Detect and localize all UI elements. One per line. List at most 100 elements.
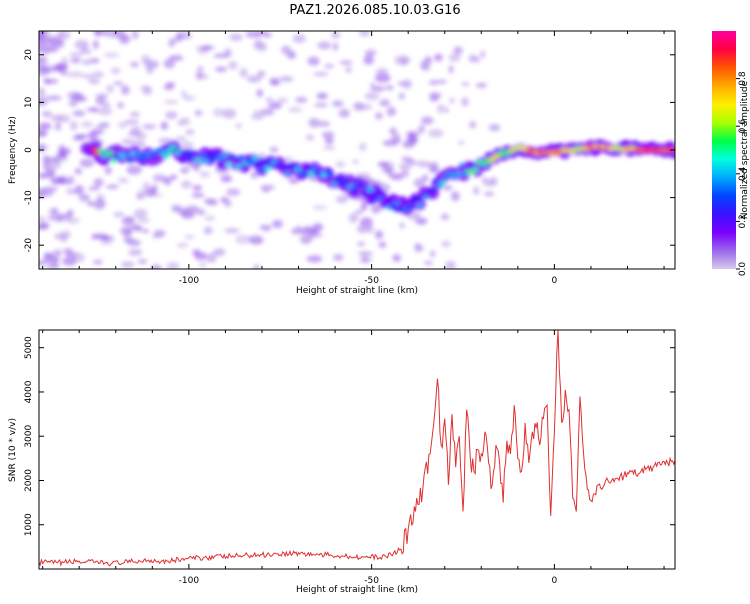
figure-title: PAZ1.2026.085.10.03.G16 [289,3,460,18]
spectrogram-cell [205,252,217,263]
spectrogram-cell [244,157,252,162]
spectrogram-cell [284,170,292,176]
spectrogram-cell [254,161,262,167]
snr-y-tick-label: 4000 [24,380,34,403]
spectrogram-cell [245,31,262,38]
spectrogram-cell [261,158,269,163]
spectrogram-cell [39,191,48,199]
spectrogram-cell [300,173,308,178]
spectrogram-cell [297,169,305,175]
spectrogram-cell [67,175,75,183]
spectrogram-cell [175,136,187,142]
spectrogram-cell [406,135,418,144]
spectrogram-cell [203,198,217,204]
spectrogram-cell [265,97,274,103]
spectrogram-cell [39,66,50,76]
spectrogram-cell [39,260,45,265]
spectrogram-x-tick-label: -100 [179,276,200,286]
spectrogram-cell [185,155,193,160]
spectrogram-cell [123,151,131,157]
spectrogram-cell [440,213,450,221]
spectrogram-cell [288,106,303,113]
spectrogram-y-tick-label: 0 [24,147,34,153]
spectrogram-cell [149,153,157,159]
spectrogram-cell [39,44,44,53]
spectrogram-cell [170,174,178,181]
spectrogram-cell [356,182,364,188]
spectrogram-cell [276,97,289,104]
spectrogram-cell [185,129,195,136]
snr-y-axis: 1000 2000 3000 4000 5000 [24,336,675,536]
spectrogram-cell [274,161,282,167]
spectrogram-cell [418,160,431,168]
spectrogram-cell [166,261,180,269]
spectrogram-cell [195,45,203,51]
spectrogram-cell [39,40,47,46]
spectrogram-cell [130,125,142,136]
spectrogram-cell [272,219,283,229]
spectrogram-cell [224,227,240,234]
spectrogram-cell [69,52,84,57]
spectrogram-cell [263,225,271,233]
spectrogram-cell [327,172,335,177]
spectrogram-cell [429,187,437,193]
spectrogram-cell [153,229,166,238]
spectrogram-cell [124,119,140,125]
spectrogram-cell [339,60,353,65]
spectrogram-cell [310,166,318,171]
spectrogram-cell [50,114,64,122]
spectrogram-cell [398,164,413,169]
spectrogram-cell [239,67,248,78]
spectrogram-cell [343,178,351,183]
spectrogram-cell [450,191,460,202]
snr-frame [38,329,676,570]
spectrogram-cell [173,206,185,213]
spectrogram-cell [263,32,272,38]
spectrogram-cell [120,226,133,236]
spectrogram-cell [46,264,60,269]
spectrogram-cell [121,261,135,268]
spectrogram-cell [416,202,424,208]
spectrogram-cell [92,259,103,265]
spectrogram-cell [80,121,93,128]
spectrogram-cell [371,207,380,215]
spectrogram-cell [378,162,389,167]
spectrogram-cell [68,99,78,107]
spectrogram-cell [165,111,178,120]
spectrogram-cell [48,209,59,215]
spectrogram-cell [358,251,374,257]
spectrogram-cell [133,226,144,232]
spectrogram-cell [202,158,210,164]
spectrogram-cell [295,96,308,104]
spectrogram-x-label: Height of straight line (km) [296,286,418,296]
snr-series-line [39,330,675,567]
spectrogram-cell [46,95,62,101]
spectrogram-cell [133,208,148,219]
snr-x-axis: -100 -50 0 [42,330,665,586]
spectrogram-cell [316,92,328,100]
spectrogram-cell [484,178,494,188]
spectrogram-cell [453,46,463,55]
spectrogram-cell [468,54,476,63]
spectrogram-cell [292,34,306,43]
spectrogram-cell [104,166,112,175]
spectrogram-cell [313,71,329,77]
spectrogram-cell [312,205,328,210]
spectrogram-cell [65,252,80,258]
spectrogram-cell [66,209,74,217]
spectrogram-cell [400,168,410,178]
spectrogram-cell [332,42,339,51]
spectrogram-x-tick-label: 0 [552,276,558,286]
spectrogram-cell [94,31,110,36]
spectrogram-cell [392,254,402,262]
spectrogram-cell [121,216,136,226]
spectrogram-cell [335,161,345,168]
snr-y-tick-label: 1000 [24,513,34,536]
spectrogram-cell [204,215,216,221]
spectrogram-cell [416,246,425,252]
spectrogram-cell [59,63,68,70]
spectrogram-cell [142,123,157,130]
spectrogram-cell [475,82,488,88]
spectrogram-cell [74,184,84,195]
spectrogram-cell [93,177,104,187]
